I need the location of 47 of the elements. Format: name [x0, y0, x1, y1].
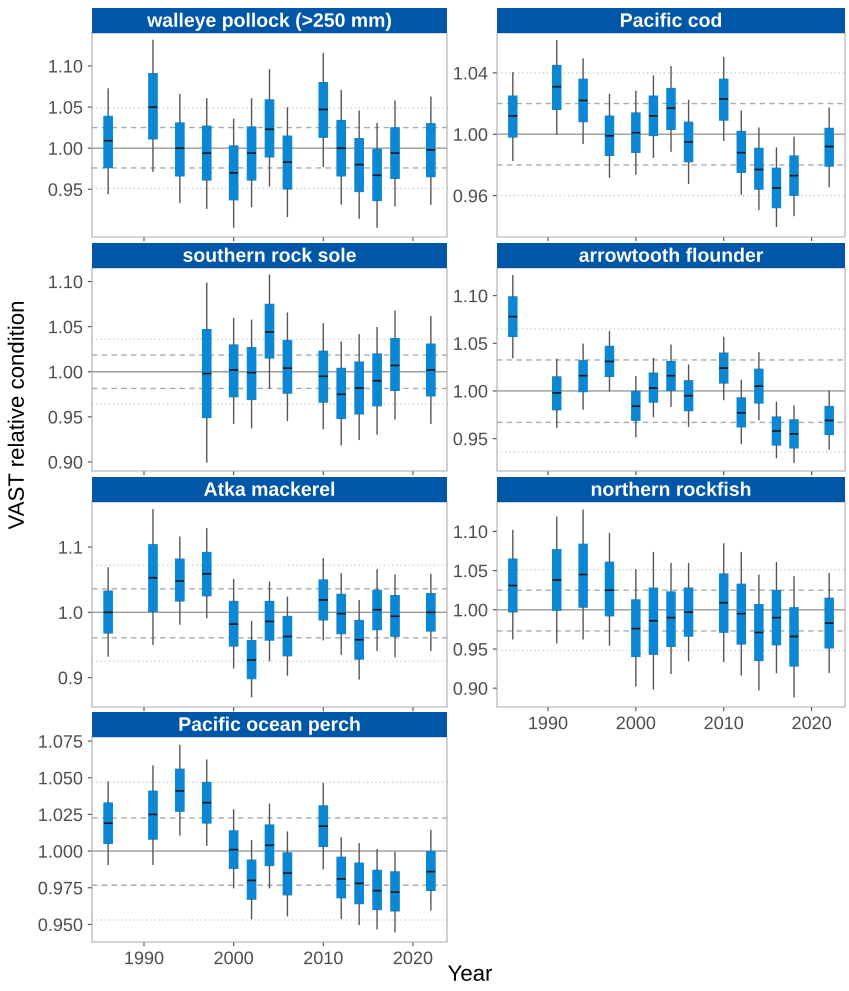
x-tick-label: 2000 — [616, 716, 656, 730]
chart-title: walleye pollock (>250 mm) — [147, 12, 391, 31]
y-tick-label: 1.05 — [454, 337, 488, 350]
y-tick-label: 0.95 — [454, 642, 488, 656]
y-tick-label: 0.95 — [48, 410, 82, 424]
x-tick-label: 1990 — [125, 952, 164, 964]
y-tick-label: 1.10 — [49, 275, 82, 288]
y-tick-label: 0.950 — [38, 918, 82, 932]
x-tick-label: 1990 — [529, 716, 568, 730]
y-tick-label: 1.075 — [39, 735, 82, 748]
y-tick-label: 0.975 — [38, 882, 82, 894]
y-tick-label: 1.04 — [454, 66, 488, 80]
y-tick-label: 1.10 — [454, 525, 488, 538]
chart-title: Atka mackerel — [204, 482, 334, 496]
x-tick-label: 2020 — [792, 716, 831, 730]
x-tick-label: 2010 — [704, 716, 744, 730]
y-tick-label: 1.00 — [49, 366, 82, 378]
y-tick-label: 1.10 — [49, 60, 82, 73]
y-tick-label: 0.90 — [48, 456, 82, 469]
chart-title: Pacific ocean perch — [179, 716, 360, 735]
chart-title: Pacific cod — [620, 12, 722, 27]
y-tick-label: 1.05 — [454, 564, 488, 578]
y-tick-label: 0.9 — [58, 672, 82, 684]
y-tick-label: 1.10 — [454, 290, 488, 302]
x-tick-label: 2010 — [304, 952, 343, 964]
y-tick-label: 0.90 — [454, 682, 488, 695]
y-tick-label: 1.000 — [39, 845, 82, 858]
y-tick-label: 1.05 — [49, 320, 82, 334]
y-tick-label: 1.050 — [39, 772, 82, 784]
y-tick-label: 1.0 — [59, 606, 82, 620]
x-axis-title: Year — [448, 965, 492, 981]
y-tick-label: 1.00 — [454, 128, 488, 141]
y-tick-label: 1.05 — [49, 100, 82, 114]
chart-title: northern rockfish — [592, 482, 750, 496]
y-tick-label: 1.00 — [454, 384, 488, 398]
y-tick-label: 1.025 — [39, 808, 82, 822]
chart-title: arrowtooth flounder — [579, 248, 764, 262]
y-tick-label: 0.96 — [454, 190, 488, 202]
y-tick-label: 0.95 — [454, 432, 488, 446]
y-axis-title: VAST relative condition — [8, 302, 24, 530]
x-tick-label: 2000 — [214, 952, 254, 964]
y-tick-label: 1.00 — [454, 604, 488, 617]
x-tick-label: 2020 — [394, 952, 432, 964]
chart-title: southern rock sole — [183, 248, 356, 262]
y-tick-label: 1.1 — [59, 541, 82, 554]
y-tick-label: 0.95 — [48, 183, 82, 196]
y-tick-label: 1.00 — [49, 142, 82, 155]
